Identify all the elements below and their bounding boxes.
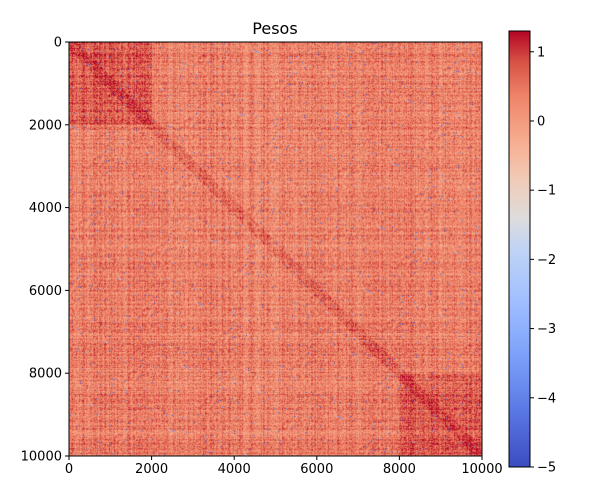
x-axis: 0 2000 4000 6000 8000 10000	[65, 456, 503, 477]
colorbar-tick-label: −2	[537, 253, 556, 268]
x-tick-label: 0	[65, 462, 73, 477]
y-tick-label: 6000	[29, 284, 62, 299]
colorbar-tick-label: 1	[537, 45, 545, 60]
x-tick-label: 2000	[135, 462, 168, 477]
colorbar-tick-label: −5	[537, 461, 556, 476]
y-tick-label: 4000	[29, 201, 62, 216]
colorbar-frame	[508, 30, 531, 468]
x-tick-label: 6000	[300, 462, 333, 477]
colorbar-ticks: 1 0 −1 −2 −3 −4 −5	[530, 45, 556, 476]
x-tick-label: 4000	[218, 462, 251, 477]
plot-frame	[68, 41, 483, 457]
x-tick-label: 8000	[383, 462, 416, 477]
colorbar: 1 0 −1 −2 −3 −4 −5	[508, 30, 556, 476]
colorbar-tick-label: −4	[537, 391, 556, 406]
y-tick-label: 2000	[29, 118, 62, 133]
colorbar-tick-label: −1	[537, 184, 556, 199]
y-axis: 0 2000 4000 6000 8000 10000	[21, 36, 69, 465]
y-tick-label: 10000	[21, 450, 62, 465]
heatmap-plot-area	[68, 41, 483, 457]
y-tick-label: 0	[54, 36, 62, 51]
y-tick-label: 8000	[29, 367, 62, 382]
x-tick-label: 10000	[461, 462, 502, 477]
chart-title: Pesos	[252, 19, 297, 38]
heatmap-image	[69, 42, 482, 456]
colorbar-tick-label: 0	[537, 114, 545, 129]
colorbar-tick-label: −3	[537, 322, 556, 337]
colorbar-gradient	[509, 31, 530, 467]
